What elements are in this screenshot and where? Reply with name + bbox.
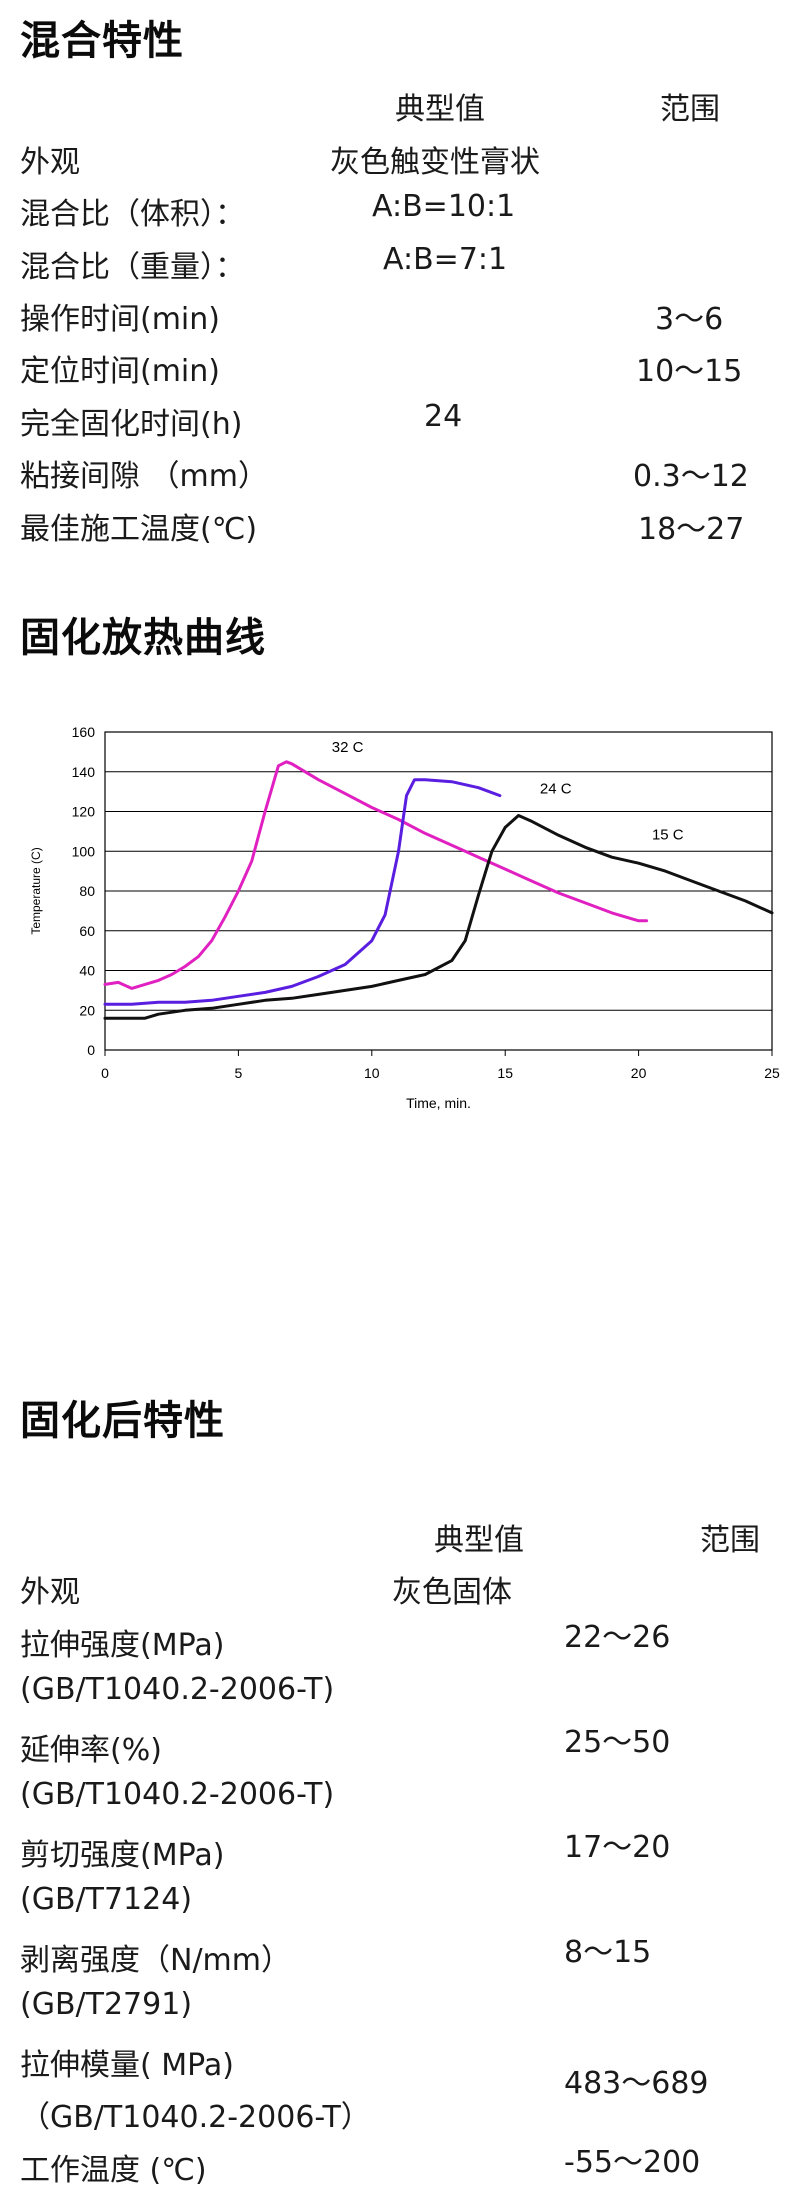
cured-label-peel-strength: 剥离强度（N/mm）	[20, 1943, 291, 1978]
row-label-fixture-time: 定位时间(min)	[20, 354, 220, 389]
row-label-appearance: 外观	[20, 145, 80, 180]
cured-label-tensile-modulus-std: （GB/T1040.2-2006-T）	[20, 2100, 371, 2135]
cured-typical-tensile-strength: 22～26	[564, 1620, 671, 1655]
series-line-2	[103, 778, 502, 1006]
x-tick-label: 25	[764, 1065, 780, 1081]
row-range-fixture-time: 10～15	[636, 354, 743, 389]
cured-label-elongation-std: (GB/T1040.2-2006-T)	[20, 1777, 335, 1812]
cured-col-header-typical: 典型值	[434, 1523, 524, 1558]
cured-col-header-range: 范围	[700, 1523, 760, 1558]
cured-typical-peel-strength: 8～15	[564, 1935, 652, 1970]
cured-label-service-temp: 工作温度 (℃)	[20, 2153, 207, 2188]
cured-label-shear-strength-std: (GB/T7124)	[20, 1882, 193, 1917]
chart-axes: 0 20 40 60 80 100 120 140 160 0 5 10 15 20 25 Time, min…	[29, 724, 780, 1111]
cured-typical-appearance: 灰色固体	[392, 1575, 512, 1610]
row-label-work-time: 操作时间(min)	[20, 302, 220, 337]
cured-label-shear-strength: 剪切强度(MPa)	[20, 1838, 225, 1873]
col-header-typical: 典型值	[395, 92, 485, 127]
chart-annotations: 32 C 24 C 15 C	[332, 739, 684, 843]
y-tick-label: 80	[79, 883, 95, 899]
cured-label-peel-strength-std: (GB/T2791)	[20, 1987, 193, 2022]
chart-series	[103, 760, 774, 1020]
cured-typical-service-temp: -55～200	[564, 2145, 701, 2180]
row-label-mix-ratio-volume: 混合比（体积）：	[20, 197, 245, 232]
cured-typical-elongation: 25～50	[564, 1725, 671, 1760]
x-tick-label: 20	[631, 1065, 647, 1081]
y-tick-label: 40	[79, 963, 95, 979]
chart-svg: 0 20 40 60 80 100 120 140 160 0 5 10 15 20 25 Time, min…	[29, 724, 780, 1111]
row-label-mix-ratio-weight: 混合比（重量）：	[20, 250, 245, 285]
x-tick-label: 15	[497, 1065, 513, 1081]
y-tick-label: 120	[72, 804, 96, 820]
cured-typical-tensile-modulus: 483～689	[564, 2066, 709, 2101]
x-tick-label: 5	[235, 1065, 243, 1081]
x-axis-label: Time, min.	[406, 1095, 471, 1111]
exotherm-chart: 0 20 40 60 80 100 120 140 160 0 5 10 15 20 25 Time, min…	[20, 710, 790, 1130]
y-axis-label: Temperature (C)	[29, 847, 43, 934]
row-typical-full-cure-time: 24	[424, 399, 463, 434]
y-tick-label: 60	[79, 923, 95, 939]
y-tick-label: 100	[72, 843, 96, 859]
cured-typical-shear-strength: 17～20	[564, 1830, 671, 1865]
curve-label-2: 24 C	[540, 781, 572, 798]
row-label-bond-gap: 粘接间隙 （mm）	[20, 459, 268, 494]
row-typical-mix-ratio-volume: A:B=10:1	[372, 189, 516, 224]
row-typical-mix-ratio-weight: A:B=7:1	[383, 242, 508, 277]
curve-label-1: 32 C	[332, 739, 364, 756]
row-label-full-cure-time: 完全固化时间(h)	[20, 407, 243, 442]
cured-label-tensile-strength: 拉伸强度(MPa)	[20, 1628, 225, 1663]
series-line-3	[103, 814, 774, 1020]
row-range-best-temp: 18～27	[638, 512, 745, 547]
series-line-1	[103, 760, 649, 990]
section-title-exotherm: 固化放热曲线	[20, 615, 266, 661]
y-tick-label: 140	[72, 764, 96, 780]
section-title-cured: 固化后特性	[20, 1398, 225, 1444]
y-tick-label: 0	[87, 1042, 95, 1058]
cured-label-elongation: 延伸率(%)	[20, 1733, 162, 1768]
cured-label-tensile-strength-std: (GB/T1040.2-2006-T)	[20, 1672, 335, 1707]
row-label-best-temp: 最佳施工温度(℃)	[20, 512, 258, 547]
col-header-range: 范围	[660, 92, 720, 127]
section-title-mixing: 混合特性	[20, 18, 184, 64]
curve-label-3: 15 C	[652, 826, 684, 843]
x-tick-label: 0	[101, 1065, 109, 1081]
y-tick-label: 160	[72, 724, 96, 740]
x-tick-label: 10	[364, 1065, 380, 1081]
y-tick-label: 20	[79, 1002, 95, 1018]
plot-frame	[104, 731, 773, 1051]
row-range-bond-gap: 0.3～12	[633, 459, 749, 494]
cured-label-appearance: 外观	[20, 1575, 80, 1610]
cured-label-tensile-modulus: 拉伸模量( MPa)	[20, 2048, 234, 2083]
row-range-work-time: 3～6	[655, 302, 724, 337]
row-typical-appearance: 灰色触变性膏状	[330, 145, 540, 180]
